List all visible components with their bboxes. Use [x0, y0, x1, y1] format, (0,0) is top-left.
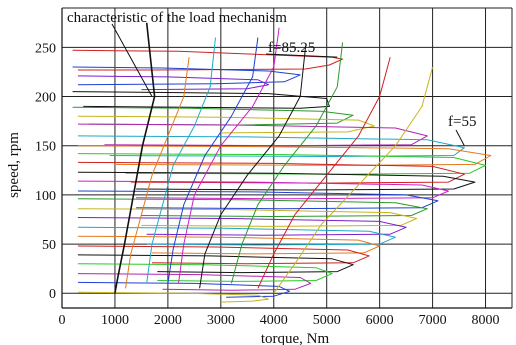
series-line-6	[77, 123, 428, 147]
series-line-15	[77, 208, 418, 227]
series-line-16	[77, 217, 407, 236]
x-tick-label: 0	[59, 313, 66, 328]
series-line-23	[77, 281, 291, 298]
series-line-20	[77, 254, 354, 274]
series-line-30	[146, 37, 216, 284]
y-axis-label: speed, rpm	[6, 132, 22, 198]
load-characteristic-layer	[114, 22, 156, 294]
x-tick-label: 5000	[313, 313, 341, 328]
y-tick-label: 50	[42, 238, 56, 253]
series-line-3	[72, 91, 330, 109]
series-line-26	[167, 37, 259, 284]
load-characteristic-line	[114, 22, 156, 294]
annotation-label-0: characteristic of the load mechanism	[67, 10, 287, 26]
tick-labels: 0 1000 2000 3000 4000 5000 6000 7000 8000 0 50 100 1…	[35, 41, 500, 328]
x-axis-label: torque, Nm	[261, 331, 330, 345]
x-tick-label: 8000	[472, 313, 500, 328]
series-line-27	[230, 42, 344, 284]
annotations: characteristic of the load mechanism f=85…	[67, 10, 476, 146]
axes	[61, 8, 512, 309]
x-tick-label: 6000	[366, 313, 394, 328]
series-line-12	[77, 180, 449, 200]
y-tick-label: 150	[35, 140, 56, 155]
series-line-29	[199, 47, 306, 289]
series-line-24	[77, 291, 269, 303]
series-line-8	[77, 145, 492, 166]
annotation-leader-0	[111, 23, 153, 97]
y-tick-label: 100	[35, 189, 56, 204]
x-tick-label: 1000	[101, 313, 129, 328]
annotation-label-1: f=85.25	[268, 40, 315, 56]
series-line-14	[77, 198, 428, 217]
series-line-0	[72, 49, 344, 71]
x-tick-label: 3000	[207, 313, 235, 328]
series-layer	[72, 27, 492, 303]
series-line-28	[257, 57, 391, 289]
series-line-7	[77, 135, 465, 157]
y-tick-label: 0	[49, 287, 56, 302]
series-line-19	[77, 245, 370, 265]
series-line-17	[77, 226, 396, 246]
x-tick-label: 4000	[260, 313, 288, 328]
series-line-22	[77, 273, 312, 291]
series-line-1	[72, 66, 301, 86]
series-line-32	[125, 57, 190, 289]
series-line-25	[178, 27, 280, 284]
series-line-5	[77, 115, 375, 134]
series-line-31	[273, 66, 434, 294]
y-tick-label: 200	[35, 91, 56, 106]
x-tick-label: 2000	[154, 313, 182, 328]
series-line-18	[77, 235, 381, 255]
series-line-13	[77, 190, 439, 210]
annotation-leader-2	[455, 129, 465, 146]
y-tick-label: 250	[35, 41, 56, 56]
annotation-leader-1	[265, 53, 338, 58]
annotation-label-2: f=55	[448, 114, 476, 130]
x-tick-label: 7000	[419, 313, 447, 328]
series-line-21	[77, 263, 333, 282]
series-line-11	[77, 171, 476, 191]
